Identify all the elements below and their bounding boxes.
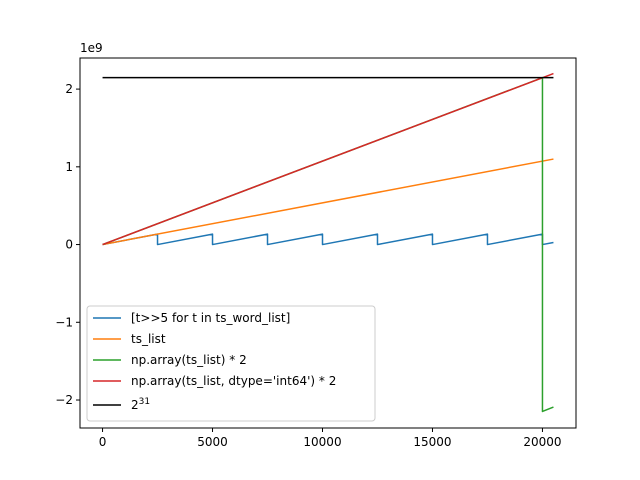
series-line-int64-times-2 bbox=[102, 72, 554, 246]
y-tick-label: 2 bbox=[65, 82, 73, 96]
series-layer bbox=[102, 72, 554, 413]
x-axis: 0 5000 10000 15000 20000 bbox=[99, 428, 562, 449]
y-tick-label: −2 bbox=[55, 393, 73, 407]
y-tick-label: 0 bbox=[65, 238, 73, 252]
legend-label-int32-times-2: np.array(ts_list) * 2 bbox=[131, 353, 247, 367]
legend-label-exponent: 31 bbox=[139, 397, 150, 407]
legend-label-int64-times-2: np.array(ts_list, dtype='int64') * 2 bbox=[131, 374, 336, 388]
x-tick-label: 10000 bbox=[303, 435, 341, 449]
plot-frame bbox=[79, 57, 577, 429]
legend-box bbox=[86, 305, 376, 422]
legend: [t>>5 for t in ts_word_list] ts_list np.… bbox=[86, 305, 376, 422]
legend-label-ts-list: ts_list bbox=[131, 332, 166, 346]
x-tick-label: 0 bbox=[99, 435, 107, 449]
series-line-ts-list bbox=[102, 158, 554, 246]
legend-label-word-shift: [t>>5 for t in ts_word_list] bbox=[131, 311, 290, 325]
x-tick-label: 5000 bbox=[197, 435, 228, 449]
y-offset-label: 1e9 bbox=[80, 41, 103, 55]
legend-label-two-pow-31: 231 bbox=[131, 397, 150, 412]
legend-label-base: 2 bbox=[131, 398, 139, 412]
y-tick-label: −1 bbox=[55, 315, 73, 329]
x-tick-label: 15000 bbox=[413, 435, 451, 449]
x-tick-label: 20000 bbox=[523, 435, 561, 449]
y-axis: 2 1 0 −1 −2 bbox=[55, 82, 80, 407]
series-line-word-shift bbox=[102, 233, 554, 246]
y-tick-label: 1 bbox=[65, 160, 73, 174]
